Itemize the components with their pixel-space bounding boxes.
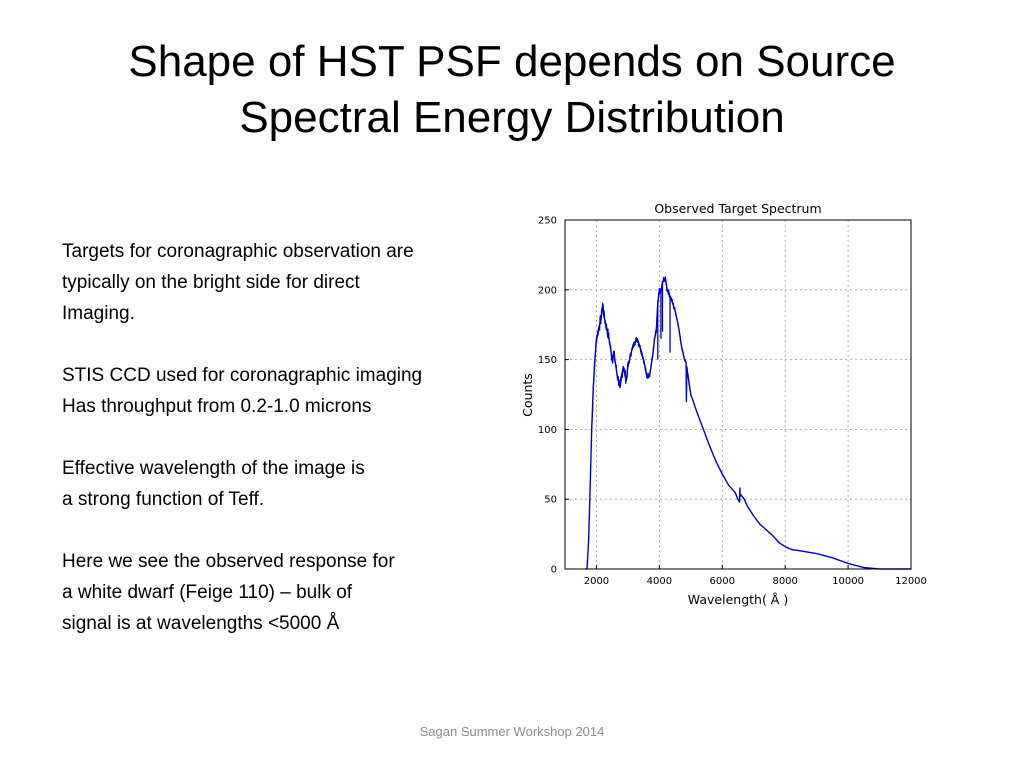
text-line: Here we see the observed response for	[62, 551, 395, 572]
text-line: a white dwarf (Feige 110) – bulk of	[62, 582, 353, 603]
paragraph-wavelength: Effective wavelength of the image is a s…	[62, 453, 512, 515]
slide-body: Targets for coronagraphic observation ar…	[62, 236, 512, 670]
x-tick-label: 10000	[832, 576, 864, 587]
slide-title: Shape of HST PSF depends on Source Spect…	[40, 34, 984, 146]
x-tick-label: 6000	[710, 576, 735, 587]
chart-grid	[565, 219, 912, 570]
text-line: signal is at wavelengths <5000 Å	[62, 613, 340, 634]
plot-frame	[564, 219, 912, 570]
paragraph-stis: STIS CCD used for coronagraphic imaging …	[62, 360, 512, 422]
x-tick-label: 12000	[895, 576, 927, 587]
chart-ticks: 2000 4000 6000 8000 10000 12000 0 50 100 150 200 25…	[538, 216, 927, 588]
x-tick-label: 8000	[772, 576, 797, 587]
footer-text: Sagan Summer Workshop 2014	[419, 724, 605, 739]
title-line-1: Shape of HST PSF depends on Source	[128, 37, 896, 86]
text-line: Has throughput from 0.2-1.0 microns	[62, 396, 372, 417]
text-line: Targets for coronagraphic observation ar…	[62, 241, 414, 262]
x-tick-label: 4000	[647, 576, 672, 587]
y-tick-label: 250	[538, 216, 557, 227]
paragraph-targets: Targets for coronagraphic observation ar…	[62, 236, 512, 329]
text-line: Imaging.	[62, 303, 135, 324]
y-tick-label: 100	[538, 425, 557, 436]
x-axis-label: Wavelength( Å )	[688, 592, 788, 607]
spectrum-line	[585, 277, 911, 570]
spectrum-noise	[591, 276, 692, 430]
y-tick-label: 200	[538, 285, 557, 296]
y-tick-label: 150	[538, 355, 557, 366]
paragraph-response: Here we see the observed response for a …	[62, 546, 512, 639]
title-line-2: Spectral Energy Distribution	[239, 93, 785, 142]
spectrum-chart: Observed Target Spectrum Wavelength( Å )…	[520, 201, 927, 607]
text-line: Effective wavelength of the image is	[62, 458, 365, 479]
text-line: a strong function of Teff.	[62, 489, 265, 510]
x-tick-label: 2000	[584, 576, 609, 587]
y-tick-label: 50	[544, 495, 557, 506]
text-line: STIS CCD used for coronagraphic imaging	[62, 365, 423, 386]
chart-title: Observed Target Spectrum	[654, 201, 821, 216]
text-line: typically on the bright side for direct	[62, 272, 360, 293]
y-axis-label: Counts	[520, 373, 535, 417]
chart-series	[585, 276, 911, 570]
y-tick-label: 0	[551, 565, 557, 576]
